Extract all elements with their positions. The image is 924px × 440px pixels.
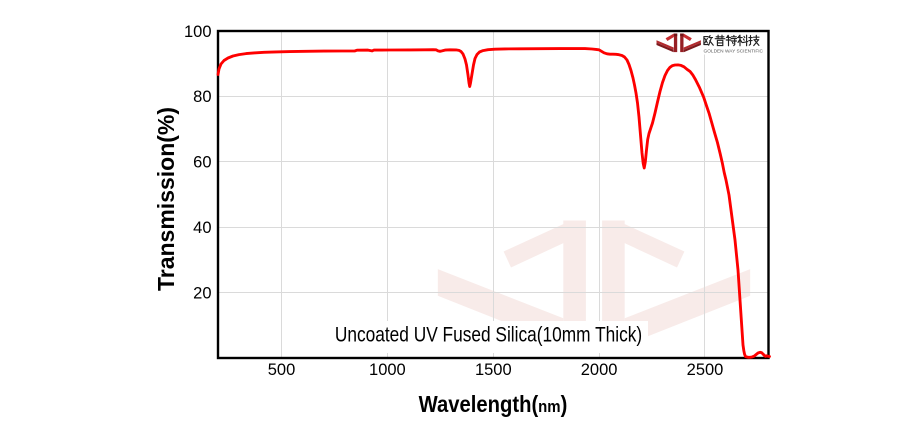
svg-text:1500: 1500 (475, 361, 512, 379)
svg-text:Wavelength(nm): Wavelength(nm) (419, 391, 568, 418)
svg-text:100: 100 (184, 23, 212, 41)
svg-text:40: 40 (193, 219, 211, 237)
svg-text:500: 500 (268, 361, 296, 379)
svg-text:Uncoated UV Fused Silica(10mm: Uncoated UV Fused Silica(10mm Thick) (335, 324, 642, 347)
svg-text:80: 80 (193, 88, 211, 106)
svg-text:2500: 2500 (687, 361, 724, 379)
svg-text:60: 60 (193, 154, 211, 172)
svg-text:GOLDEN WAY SCIENTIFIC: GOLDEN WAY SCIENTIFIC (704, 49, 764, 54)
svg-text:1000: 1000 (369, 361, 406, 379)
svg-text:2000: 2000 (581, 361, 618, 379)
svg-text:Transmission(%): Transmission(%) (153, 107, 179, 291)
svg-text:20: 20 (193, 284, 211, 302)
